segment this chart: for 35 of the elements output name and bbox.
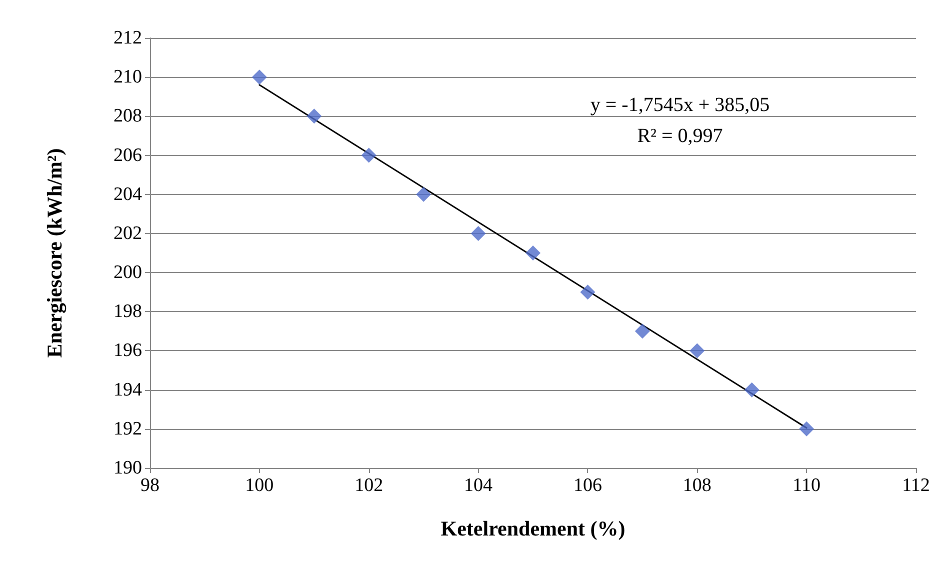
x-tick-label: 112 [902,475,930,496]
y-tick-label: 190 [114,458,142,478]
x-axis-title: Ketelrendement (%) [440,516,626,540]
point [690,343,705,358]
y-tick-label: 210 [114,66,142,88]
y-tick-label: 208 [114,106,142,127]
y-tick-label: 206 [114,144,142,166]
y-tick-label: 202 [114,222,142,244]
x-tick-label: 98 [140,475,160,496]
annotation: y = -1,7545x + 385,05 [590,94,770,116]
y-tick-label: 198 [114,301,142,322]
y-tick-label: 192 [114,418,142,440]
annotation: R² = 0,997 [637,125,723,147]
point [306,108,322,124]
x-tick-label: 104 [464,475,494,496]
x-tick-label: 110 [792,475,820,496]
point [361,148,376,163]
y-axis-title: Energiescore (kWh/m²) [42,148,66,358]
y-tick-label: 196 [114,340,142,362]
x-tick-label: 102 [354,475,384,496]
x-tick-label: 106 [573,475,602,496]
point [416,186,432,202]
x-tick-label: 100 [245,475,274,496]
y-tick-label: 204 [114,184,142,205]
point [799,421,814,436]
point [744,382,760,398]
point [252,70,267,85]
x-tick-label: 108 [682,475,712,496]
point [526,246,540,260]
point [470,226,486,241]
y-tick-label: 200 [114,262,142,284]
y-tick-label: 212 [114,28,142,48]
point [634,324,650,339]
y-tick-label: 194 [114,379,142,400]
point [580,284,596,300]
